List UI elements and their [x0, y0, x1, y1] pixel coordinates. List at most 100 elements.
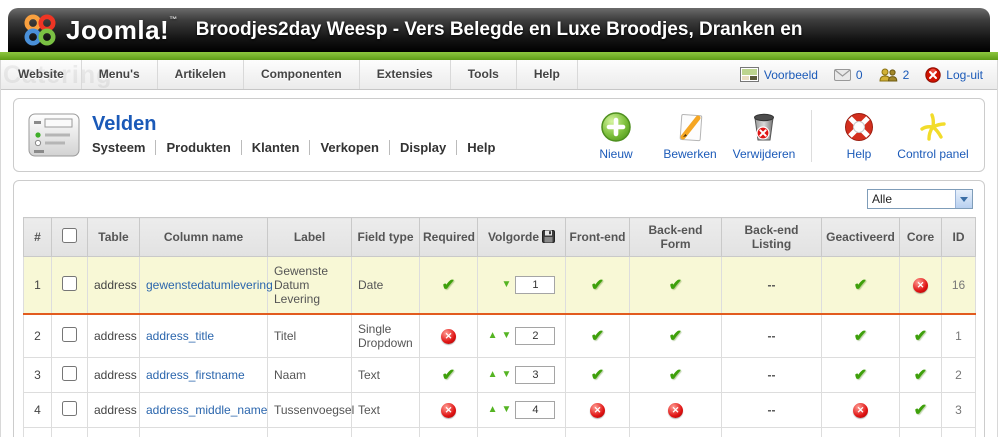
logout-label: Log-uit [946, 67, 983, 82]
check-icon[interactable]: ✔ [590, 277, 605, 294]
dropdown-button[interactable] [955, 190, 972, 208]
cell-id: 1 [941, 313, 976, 358]
logout-link[interactable]: Log-uit [925, 66, 983, 83]
cell-volgorde: ▲ ▼ [477, 313, 566, 358]
cross-icon[interactable]: ✕ [668, 403, 683, 418]
field-edit-link[interactable]: address_firstname [146, 368, 245, 382]
order-down-icon[interactable]: ▼ [501, 404, 512, 415]
cross-icon[interactable]: ✕ [590, 403, 605, 418]
cell-back-end-listing: -- [721, 357, 822, 393]
col-id: ID [941, 217, 976, 257]
menu-item-extensies[interactable]: Extensies [360, 60, 451, 89]
delete-button[interactable]: Verwijderen [727, 110, 801, 161]
table-row: 5 address address_lastname Achternaam - … [23, 427, 976, 437]
component-submenu: Systeem Produkten Klanten Verkopen Displ… [92, 140, 505, 155]
cell-volgorde: ▲ ▼ [477, 256, 566, 315]
cell-back-end-form: ✔ [629, 313, 722, 358]
submenu-produkten[interactable]: Produkten [155, 140, 240, 155]
order-down-icon[interactable]: ▼ [501, 279, 512, 290]
row-checkbox[interactable] [62, 327, 77, 342]
menu-item-menus[interactable]: Menu's [82, 60, 158, 89]
cell-geactiveerd: ✔ [821, 357, 900, 393]
check-icon[interactable]: ✔ [853, 277, 868, 294]
cell-front-end: ✔ [565, 313, 630, 358]
new-button[interactable]: Nieuw [579, 110, 653, 161]
row-checkbox[interactable] [62, 276, 77, 291]
check-icon[interactable]: ✔ [668, 367, 683, 384]
menu-item-help[interactable]: Help [517, 60, 578, 89]
submenu-klanten[interactable]: Klanten [240, 140, 310, 155]
online-users-indicator[interactable]: 2 [879, 68, 909, 82]
check-icon[interactable]: ✔ [853, 328, 868, 345]
cell-back-end-form: ✕ [629, 427, 722, 437]
cross-icon[interactable]: ✕ [853, 403, 868, 418]
submenu-systeem[interactable]: Systeem [92, 140, 146, 155]
col-select-all [51, 217, 88, 257]
menu-item-artikelen[interactable]: Artikelen [158, 60, 245, 89]
check-icon[interactable]: ✔ [668, 277, 683, 294]
cell-column-name: address_firstname [139, 357, 268, 393]
edit-button[interactable]: Bewerken [653, 110, 727, 161]
menu-item-tools[interactable]: Tools [451, 60, 517, 89]
check-icon: ✔ [913, 367, 928, 384]
order-input[interactable] [515, 327, 556, 345]
logout-icon [925, 66, 941, 83]
field-edit-link[interactable]: address_title [146, 329, 215, 343]
cell-id: 3 [941, 392, 976, 428]
row-select-cell [51, 357, 88, 393]
cell-core: ✔ [899, 313, 942, 358]
filter-dropdown[interactable]: Alle [867, 189, 973, 209]
cross-icon: ✕ [913, 278, 928, 293]
cell-back-end-form: ✔ [629, 256, 722, 315]
order-down-icon[interactable]: ▼ [501, 330, 512, 341]
order-up-icon[interactable]: ▲ [487, 404, 498, 415]
order-input[interactable] [515, 366, 556, 384]
order-down-icon[interactable]: ▼ [501, 369, 512, 380]
dash-placeholder: -- [767, 329, 776, 343]
field-edit-link[interactable]: gewenstedatumlevering [146, 278, 273, 292]
order-input[interactable] [515, 276, 556, 294]
col-geactiveerd: Geactiveerd [821, 217, 900, 257]
help-button[interactable]: Help [822, 110, 896, 161]
messages-indicator[interactable]: 0 [833, 68, 863, 82]
row-select-cell [51, 392, 88, 428]
save-order-icon[interactable] [542, 230, 556, 243]
check-icon[interactable]: ✔ [590, 328, 605, 345]
row-checkbox[interactable] [62, 366, 77, 381]
cross-icon: ✕ [441, 403, 456, 418]
preview-link[interactable]: Voorbeeld [739, 67, 818, 82]
cell-required: ✕ [419, 392, 478, 428]
row-number: 1 [23, 256, 52, 315]
admin-menubar: Catering Website Menu's Artikelen Compon… [1, 60, 997, 90]
envelope-icon [833, 68, 851, 81]
row-checkbox[interactable] [62, 401, 77, 416]
menu-item-website[interactable]: Website [1, 60, 82, 89]
control-panel-button[interactable]: Control panel [896, 110, 970, 161]
dash-placeholder: -- [767, 278, 776, 292]
page-header: Velden Systeem Produkten Klanten Verkope… [13, 98, 985, 172]
order-up-icon[interactable]: ▲ [487, 330, 498, 341]
order-input[interactable] [515, 401, 556, 419]
cell-required: ✔ [419, 357, 478, 393]
select-all-checkbox[interactable] [62, 228, 77, 243]
trademark: ™ [169, 14, 178, 24]
delete-button-label: Verwijderen [732, 147, 796, 161]
cell-id: 4 [941, 427, 976, 437]
check-icon[interactable]: ✔ [590, 367, 605, 384]
order-up-icon[interactable]: ▲ [487, 369, 498, 380]
cell-field-type: Date [351, 256, 420, 315]
menu-item-componenten[interactable]: Componenten [244, 60, 360, 89]
check-icon[interactable]: ✔ [668, 328, 683, 345]
cell-id: 16 [941, 256, 976, 315]
submenu-display[interactable]: Display [388, 140, 456, 155]
cell-id: 2 [941, 357, 976, 393]
cell-column-name: address_lastname [139, 427, 268, 437]
col-num: # [23, 217, 52, 257]
edit-button-label: Bewerken [663, 147, 717, 161]
submenu-verkopen[interactable]: Verkopen [309, 140, 389, 155]
cell-geactiveerd: ✕ [821, 427, 900, 437]
check-icon[interactable]: ✔ [853, 367, 868, 384]
field-edit-link[interactable]: address_middle_name [146, 403, 268, 417]
yellow-asterisk-icon [920, 113, 946, 141]
submenu-help[interactable]: Help [456, 140, 505, 155]
